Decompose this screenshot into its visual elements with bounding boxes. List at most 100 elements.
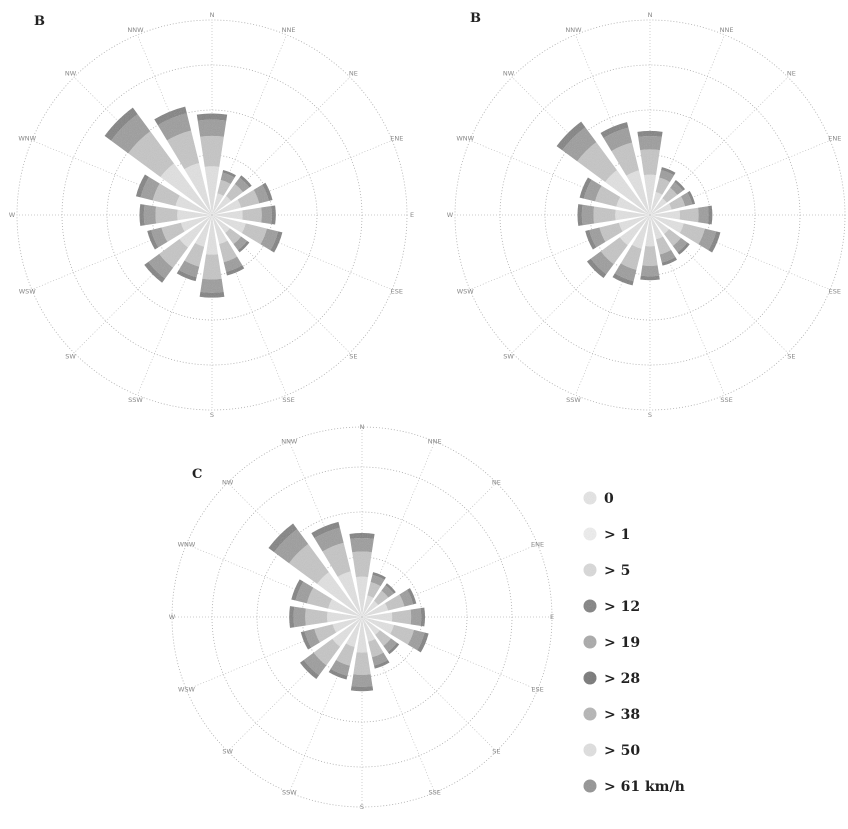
petal-band [603, 127, 633, 152]
petal-ene [212, 182, 273, 215]
direction-label-ese: ESE [391, 288, 403, 296]
petal-band [314, 624, 337, 643]
petal-band [159, 238, 189, 268]
petal-band [353, 652, 371, 675]
grid-spoke [211, 214, 351, 354]
petal-band [372, 572, 386, 580]
panel-petals [556, 121, 721, 286]
petal-band [637, 130, 663, 137]
petal-band [650, 192, 663, 215]
petal-band [140, 176, 160, 201]
petal-band [332, 617, 362, 647]
direction-label-ene: ENE [531, 540, 544, 548]
direction-label-wnw: WNW [18, 134, 36, 142]
legend-label: > 61 km/h [604, 779, 685, 795]
legend-swatch [583, 671, 597, 685]
legend-item: > 50 [583, 743, 640, 759]
petal-band [586, 258, 607, 279]
petal-e [362, 607, 425, 627]
petal-band [217, 179, 231, 196]
petal-se [212, 215, 250, 253]
petal-band [104, 107, 138, 141]
direction-label-ne: NE [492, 479, 501, 487]
petal-band [306, 587, 333, 609]
petal-band [371, 652, 388, 666]
direction-label-ssw: SSW [566, 396, 581, 404]
petal-band [304, 628, 320, 648]
direction-label-se: SE [492, 747, 500, 755]
petal-nnw [600, 122, 650, 215]
petal-band [139, 204, 145, 226]
petal-band [410, 608, 422, 626]
petal-band [233, 236, 248, 251]
legend-item: 0 [583, 491, 614, 507]
petal-band [362, 612, 393, 622]
grid-spoke [211, 76, 351, 216]
direction-label-w: W [9, 211, 16, 219]
petal-band [659, 170, 674, 183]
petal-n [637, 130, 663, 215]
petal-band [184, 243, 205, 267]
petal-band [271, 205, 276, 225]
petal-band [317, 572, 362, 617]
petal-band [157, 113, 192, 141]
legend-swatch [583, 779, 597, 793]
petal-band [177, 209, 212, 221]
petal-band [328, 598, 362, 617]
petal-band [385, 583, 396, 594]
petal-band [615, 209, 650, 221]
petal-nne [650, 167, 676, 215]
petal-band [650, 215, 670, 235]
petal-sse [212, 215, 245, 276]
petal-band [659, 249, 676, 263]
grid-spoke [511, 76, 651, 216]
petal-band [291, 579, 304, 601]
petal-nne [362, 572, 386, 617]
legend-label: > 1 [604, 527, 630, 543]
direction-label-ssw: SSW [282, 789, 297, 797]
petal-band [662, 187, 678, 203]
petal-band [200, 135, 224, 167]
petal-band [144, 261, 166, 283]
legend-label: > 50 [604, 743, 640, 759]
petal-band [640, 275, 660, 281]
petal-band [206, 215, 218, 255]
legend-item: > 12 [583, 599, 640, 615]
petal-band [253, 184, 269, 204]
direction-label-n: N [360, 423, 365, 431]
direction-label-n: N [210, 11, 215, 19]
petal-n [349, 532, 375, 617]
legend-swatch [583, 707, 597, 721]
petal-band [226, 265, 245, 276]
petal-band [362, 617, 376, 642]
petal-band [167, 130, 200, 170]
petal-band [336, 643, 355, 666]
panel-letter: B [34, 14, 45, 29]
panel-grid [16, 19, 408, 411]
legend-swatch [583, 563, 597, 577]
petal-band [664, 229, 681, 246]
petal-band [577, 142, 617, 182]
petal-s [640, 215, 660, 281]
legend-label: > 12 [604, 599, 640, 615]
legend-item: > 5 [583, 563, 630, 579]
petal-band [349, 532, 375, 539]
petal-band [222, 169, 236, 178]
direction-label-wnw: WNW [456, 134, 474, 142]
petal-band [337, 571, 362, 617]
direction-label-nnw: NNW [565, 26, 582, 34]
legend-swatch [583, 635, 597, 649]
petal-band [661, 257, 677, 266]
direction-label-sse: SSE [429, 789, 441, 797]
petal-nw [104, 107, 212, 215]
legend-swatch [583, 599, 597, 613]
petal-band [202, 254, 222, 280]
petal-band [656, 236, 672, 255]
petal-band [391, 609, 412, 625]
direction-label-ne: NE [349, 70, 358, 78]
speed-legend: 0 > 1 > 5 > 12 > 19 > 28 > 38 > 50 > 61 km/h [583, 491, 685, 795]
petal-band [154, 106, 187, 126]
petal-band [618, 215, 650, 232]
petal-band [417, 632, 429, 653]
